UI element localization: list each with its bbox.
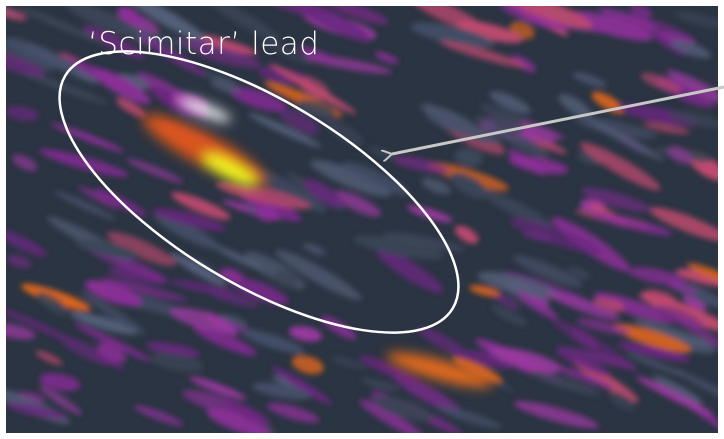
image: ‘Scimitar’ lead [0,0,724,439]
texture [0,0,724,439]
annotation-label: ‘Scimitar’ lead [88,26,319,62]
page: ‘Scimitar’ lead (() => { const data = JS… [0,0,724,439]
